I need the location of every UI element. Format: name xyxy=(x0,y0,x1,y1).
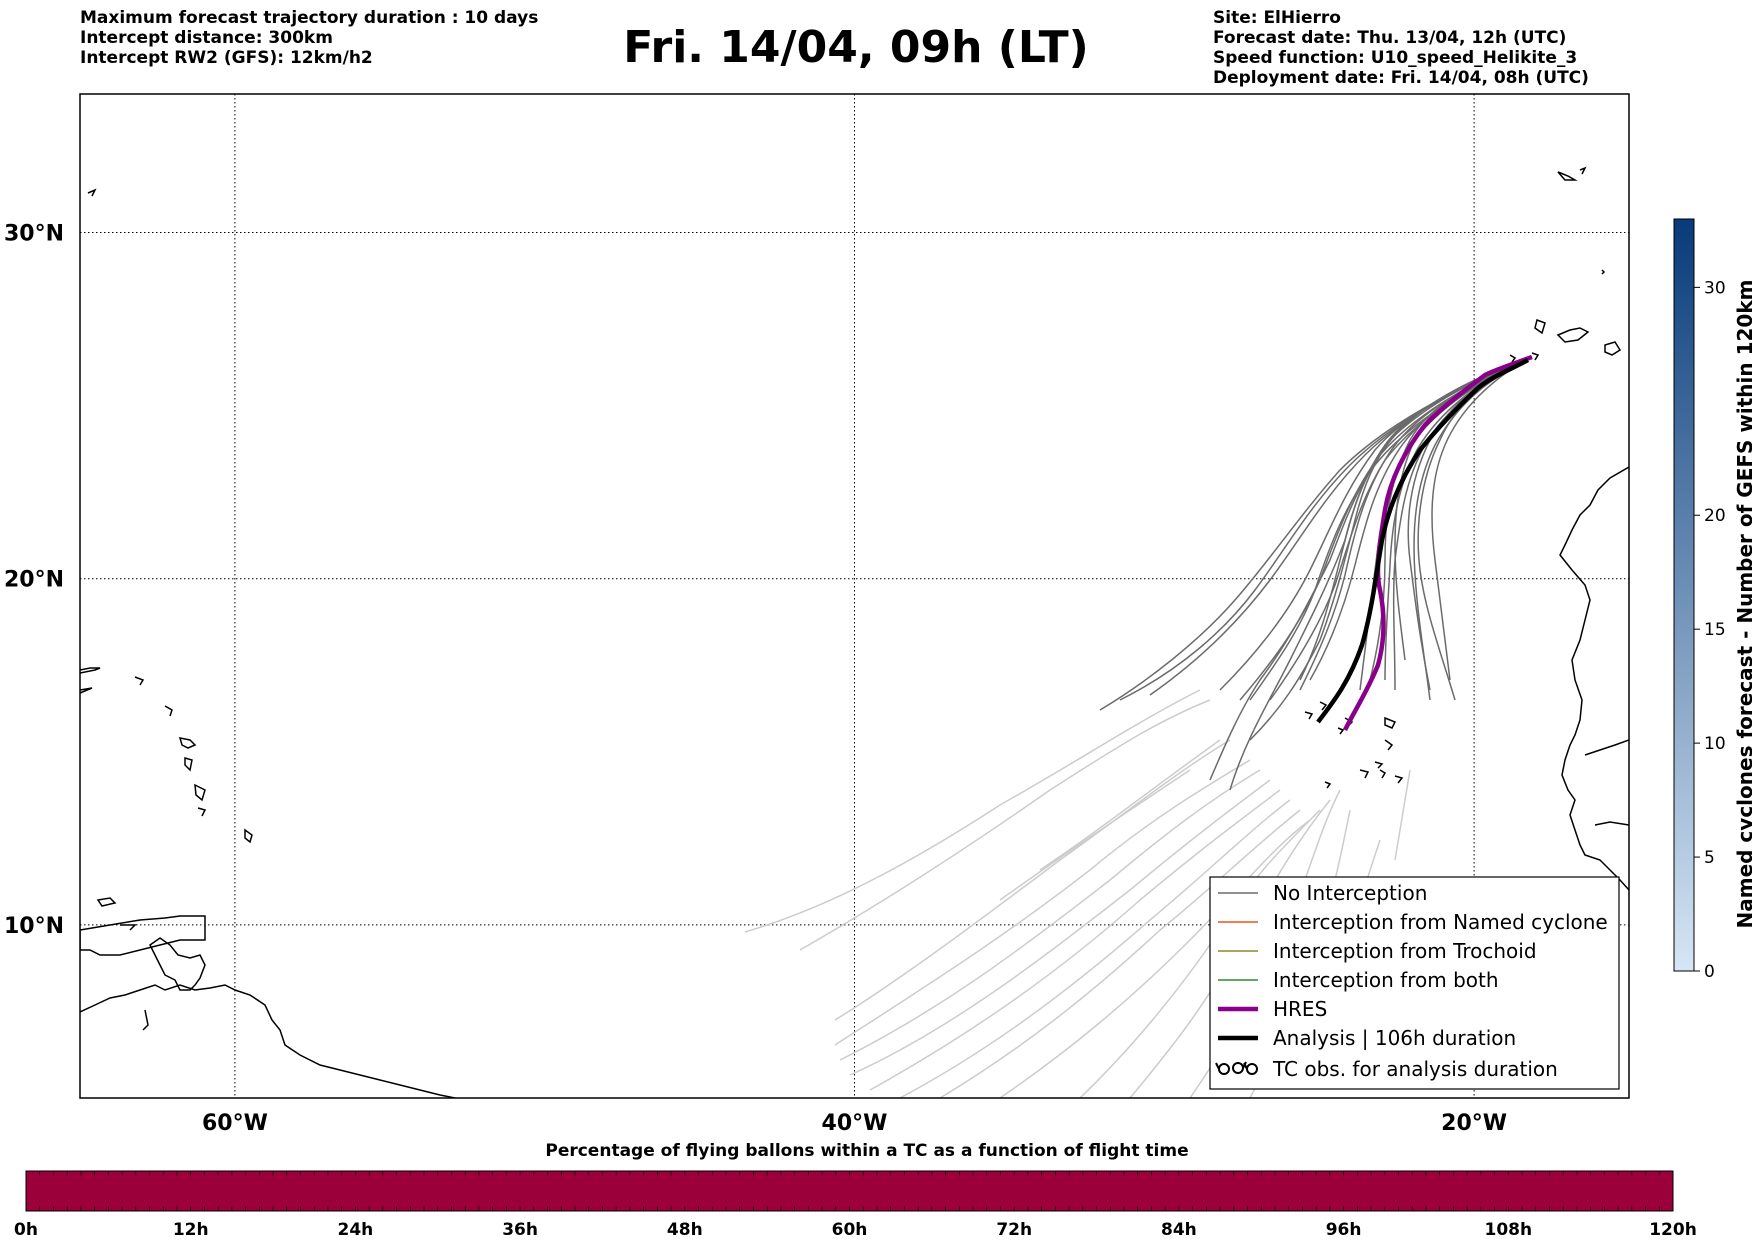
percentage-bar: Percentage of flying ballons within a TC… xyxy=(14,1141,1697,1240)
cyclone-colorbar: 0 5 10 15 20 30 Named cyclones forecast - Num… xyxy=(1673,218,1752,982)
legend-swatch-tc-obs-icon xyxy=(1215,1061,1258,1075)
colorbar-tick-label-4: 20 xyxy=(1704,506,1726,526)
forecast-info: Site: ElHierro Forecast date: Thu. 13/04… xyxy=(1213,8,1589,88)
percentage-bar-tick-6: 72h xyxy=(996,1220,1032,1240)
analysis-trajectory xyxy=(1316,358,1530,724)
legend-label-no-interception: No Interception xyxy=(1273,881,1427,905)
coastline-africa xyxy=(1559,466,1629,891)
colorbar-ticks: 0 5 10 15 20 30 xyxy=(1694,278,1726,982)
colorbar-tick-label-0: 0 xyxy=(1704,962,1715,982)
deployment-date-text: Deployment date: Fri. 14/04, 08h (UTC) xyxy=(1213,68,1589,88)
no-interception-trajectories xyxy=(1099,357,1531,791)
legend-label-trochoid: Interception from Trochoid xyxy=(1273,939,1537,963)
site-text: Site: ElHierro xyxy=(1213,8,1341,28)
lon-label-1: 40°W xyxy=(822,1111,888,1136)
lat-label-0: 30°N xyxy=(4,221,64,246)
islands xyxy=(87,166,1622,789)
legend: No Interception Interception from Named … xyxy=(1209,876,1620,1090)
legend-label-both: Interception from both xyxy=(1273,968,1499,992)
legend-label-analysis: Analysis | 106h duration xyxy=(1273,1026,1516,1050)
legend-box xyxy=(1209,876,1620,1090)
latitude-labels: 30°N 20°N 10°N xyxy=(4,221,64,938)
intercept-distance-text: Intercept distance: 300km xyxy=(80,28,333,48)
colorbar-gradient xyxy=(1673,218,1695,972)
percentage-bar-tick-labels: 0h 12h 24h 36h 48h 60h 72h 84h 96h 108h 120h xyxy=(14,1220,1697,1240)
percentage-bar-tick-1: 12h xyxy=(173,1220,209,1240)
lat-label-2: 10°N xyxy=(4,914,64,939)
percentage-bar-tick-2: 24h xyxy=(338,1220,374,1240)
longitude-labels: 60°W 40°W 20°W xyxy=(202,1111,1507,1136)
colorbar-tick-label-3: 15 xyxy=(1704,620,1726,640)
percentage-bar-tick-8: 96h xyxy=(1326,1220,1362,1240)
max-duration-text: Maximum forecast trajectory duration : 1… xyxy=(80,8,539,28)
forecast-date-text: Forecast date: Thu. 13/04, 12h (UTC) xyxy=(1213,28,1567,48)
trajectory-settings: Maximum forecast trajectory duration : 1… xyxy=(80,8,538,68)
lat-label-1: 20°N xyxy=(4,568,64,593)
lon-label-0: 60°W xyxy=(202,1111,268,1136)
percentage-bar-tick-3: 36h xyxy=(502,1220,538,1240)
legend-label-named-cyclone: Interception from Named cyclone xyxy=(1273,910,1608,934)
percentage-bar-title: Percentage of flying ballons within a TC… xyxy=(545,1141,1188,1161)
colorbar-tick-label-1: 5 xyxy=(1704,848,1715,868)
colorbar-label: Named cyclones forecast - Number of GEFS… xyxy=(1733,280,1752,929)
percentage-bar-tick-5: 60h xyxy=(832,1220,868,1240)
speed-function-text: Speed function: U10_speed_Helikite_3 xyxy=(1213,48,1578,68)
legend-label-hres: HRES xyxy=(1273,997,1327,1021)
intercept-rw2-text: Intercept RW2 (GFS): 12km/h2 xyxy=(80,48,373,68)
lon-label-2: 20°W xyxy=(1441,1111,1507,1136)
map-frame xyxy=(79,93,1630,1099)
legend-label-tc-obs: TC obs. for analysis duration xyxy=(1272,1057,1558,1081)
percentage-bar-tick-4: 48h xyxy=(667,1220,703,1240)
percentage-bar-tick-7: 84h xyxy=(1161,1220,1197,1240)
percentage-bar-minor-ticks xyxy=(39,1171,1660,1211)
percentage-bar-tick-0: 0h xyxy=(14,1220,38,1240)
percentage-bar-tick-9: 108h xyxy=(1485,1220,1533,1240)
colorbar-tick-label-2: 10 xyxy=(1704,734,1726,754)
coastline-caribbean xyxy=(80,667,456,1098)
map-content xyxy=(80,166,1629,1098)
percentage-bar-fill xyxy=(25,1170,1674,1212)
map-title: Fri. 14/04, 09h (LT) xyxy=(623,22,1089,73)
hres-trajectory xyxy=(1342,354,1533,732)
colorbar-tick-label-5: 30 xyxy=(1704,278,1726,298)
percentage-bar-tick-10: 120h xyxy=(1649,1220,1697,1240)
